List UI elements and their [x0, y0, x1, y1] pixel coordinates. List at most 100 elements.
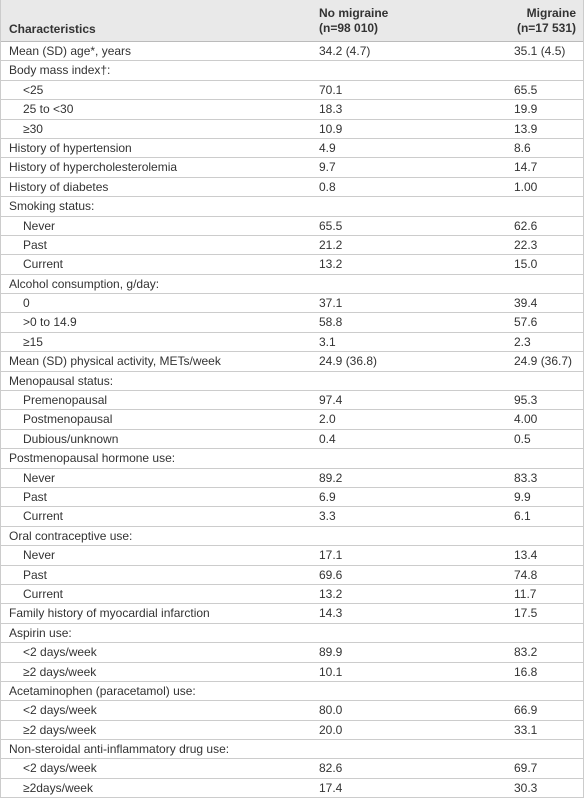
table-cell: 17.1 — [319, 548, 343, 563]
table-cell: ≥15 — [23, 334, 43, 349]
table-cell: 10.1 — [319, 664, 343, 679]
table-cell: 74.8 — [514, 567, 538, 582]
section-row: Menopausal status: — [1, 372, 583, 392]
table-cell: 97.4 — [319, 393, 343, 408]
table-row: History of hypertension 4.9 8.6 — [1, 139, 583, 159]
table-cell: 70.1 — [319, 82, 343, 97]
table-cell: 13.2 — [319, 257, 343, 272]
table-cell: 4.9 — [319, 140, 336, 155]
table-cell: Never — [23, 548, 56, 563]
table-cell: 0.5 — [514, 431, 531, 446]
table-cell: 13.9 — [514, 121, 538, 136]
table-cell: 3.3 — [319, 509, 336, 524]
table-row: <2 days/week 82.6 69.7 — [1, 759, 583, 779]
table-cell: 9.7 — [319, 160, 336, 175]
table-row: >0 to 14.9 58.8 57.6 — [1, 313, 583, 333]
table-cell: Menopausal status: — [9, 373, 114, 388]
table-cell: 10.9 — [319, 121, 343, 136]
table-cell: Dubious/unknown — [23, 431, 119, 446]
table-cell: 58.8 — [319, 315, 343, 330]
table-row: Past 6.9 9.9 — [1, 488, 583, 508]
table-row: ≥2days/week 17.4 30.3 — [1, 779, 583, 799]
table-cell: 80.0 — [319, 703, 343, 718]
table-cell: Mean (SD) physical activity, METs/week — [9, 354, 221, 369]
table-cell: 20.0 — [319, 722, 343, 737]
table-cell: Smoking status: — [9, 199, 95, 214]
table-cell: 24.9 (36.8) — [319, 354, 378, 369]
table-cell: Postmenopausal hormone use: — [9, 451, 176, 466]
table-cell: 89.9 — [319, 645, 343, 660]
table-cell: 35.1 (4.5) — [514, 44, 566, 58]
table-cell: Never — [23, 218, 56, 233]
table-cell: Never — [23, 470, 56, 485]
section-row: Postmenopausal hormone use: — [1, 449, 583, 469]
table-cell: 4.00 — [514, 412, 538, 427]
table-row: History of hypercholesterolemia 9.7 14.7 — [1, 158, 583, 178]
table-cell: 17.5 — [514, 606, 538, 621]
section-row: Non-steroidal anti-inflammatory drug use… — [1, 740, 583, 760]
table-cell: 19.9 — [514, 102, 538, 117]
table-cell: Mean (SD) age*, years — [9, 44, 132, 58]
table-row: <2 days/week 80.0 66.9 — [1, 701, 583, 721]
table-cell: 57.6 — [514, 315, 538, 330]
table-cell: 39.4 — [514, 296, 538, 311]
table-cell: <25 — [23, 82, 44, 97]
table-cell: 16.8 — [514, 664, 538, 679]
table-row: History of diabetes 0.8 1.00 — [1, 178, 583, 198]
table-cell: 14.3 — [319, 606, 343, 621]
table-cell: History of hypercholesterolemia — [9, 160, 178, 175]
table-cell: 0 — [23, 296, 30, 311]
table-cell: 14.7 — [514, 160, 538, 175]
table-cell: 30.3 — [514, 780, 538, 795]
table-row: ≥15 3.1 2.3 — [1, 333, 583, 353]
table-cell: ≥2 days/week — [23, 722, 97, 737]
header-cell: No migraine — [319, 6, 389, 20]
section-row: Smoking status: — [1, 197, 583, 217]
table-row: ≥2 days/week 20.0 33.1 — [1, 721, 583, 741]
table-cell: 34.2 (4.7) — [319, 44, 371, 58]
table-cell: 65.5 — [319, 218, 343, 233]
table-cell: 22.3 — [514, 237, 538, 252]
section-row: Acetaminophen (paracetamol) use: — [1, 682, 583, 702]
table-cell: Oral contraceptive use: — [9, 528, 133, 543]
section-row: Alcohol consumption, g/day: — [1, 275, 583, 295]
table-cell: Acetaminophen (paracetamol) use: — [9, 683, 196, 698]
table-cell: 33.1 — [514, 722, 538, 737]
table-cell: ≥2days/week — [23, 780, 93, 795]
table-cell: 24.9 (36.7) — [514, 354, 573, 369]
table-row: Mean (SD) age*, years 34.2 (4.7) 35.1 (4.5… — [1, 42, 583, 62]
table-cell: >0 to 14.9 — [23, 315, 77, 330]
table-row: Current 13.2 11.7 — [1, 585, 583, 605]
table-row: 25 to <30 18.3 19.9 — [1, 100, 583, 120]
table-row: 0 37.1 39.4 — [1, 294, 583, 314]
table-cell: 83.3 — [514, 470, 538, 485]
table-cell: Non-steroidal anti-inflammatory drug use… — [9, 742, 230, 757]
table-row: Postmenopausal 2.0 4.00 — [1, 410, 583, 430]
table-cell: 6.1 — [514, 509, 531, 524]
table-row: Never 65.5 62.6 — [1, 217, 583, 236]
table-body: Mean (SD) age*, years 34.2 (4.7) 35.1 (4.5… — [1, 42, 583, 799]
table-cell: 17.4 — [319, 780, 343, 795]
table-cell: 69.6 — [319, 567, 343, 582]
header-cell: Characteristics — [9, 22, 96, 36]
section-row: Aspirin use: — [1, 624, 583, 644]
table-cell: Family history of myocardial infarction — [9, 606, 210, 621]
table-cell: 69.7 — [514, 761, 538, 776]
table-row: <2 days/week 89.9 83.2 — [1, 643, 583, 663]
table-row: Never 89.2 83.3 — [1, 469, 583, 488]
table-cell: 13.4 — [514, 548, 538, 563]
section-row: Oral contraceptive use: — [1, 527, 583, 547]
table-cell: 66.9 — [514, 703, 538, 718]
table-cell: <2 days/week — [23, 645, 97, 660]
table-cell: Past — [23, 489, 48, 504]
table-cell: 62.6 — [514, 218, 538, 233]
table-cell: Current — [23, 586, 64, 601]
header-cell: (n=17 531) — [516, 21, 576, 35]
table-cell: ≥30 — [23, 121, 43, 136]
header-cell: (n=98 010) — [319, 21, 379, 35]
header-cell: Migraine — [526, 6, 576, 20]
table-cell: 95.3 — [514, 393, 538, 408]
table-cell: <2 days/week — [23, 703, 97, 718]
table-cell: Past — [23, 237, 48, 252]
table-cell: 0.4 — [319, 431, 336, 446]
